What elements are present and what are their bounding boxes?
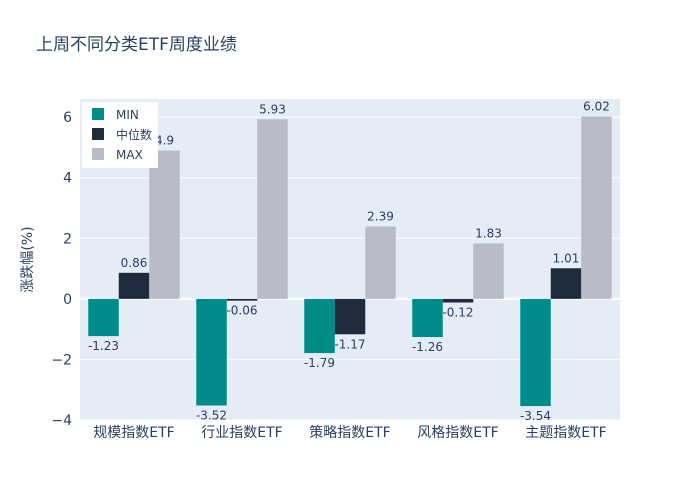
bar[interactable] bbox=[365, 226, 396, 299]
data-label: -3.52 bbox=[196, 408, 227, 422]
bar[interactable] bbox=[520, 298, 551, 407]
bar[interactable] bbox=[257, 119, 288, 299]
data-label: -3.54 bbox=[520, 409, 551, 423]
x-tick-label: 风格指数ETF bbox=[417, 425, 498, 441]
data-label: -1.17 bbox=[334, 337, 365, 351]
x-tick-label: 规模指数ETF bbox=[93, 425, 174, 441]
y-tick-label: −2 bbox=[51, 352, 72, 368]
data-label: 5.93 bbox=[259, 102, 286, 116]
bar[interactable] bbox=[304, 298, 335, 354]
bars bbox=[88, 116, 612, 407]
bar[interactable] bbox=[550, 268, 582, 299]
data-label: 1.01 bbox=[553, 251, 580, 265]
bar[interactable] bbox=[196, 298, 227, 406]
legend[interactable]: MIN 中位数 MAX bbox=[82, 102, 158, 168]
y-tick-label: 6 bbox=[63, 110, 72, 126]
x-tick-label: 策略指数ETF bbox=[309, 424, 390, 441]
bar[interactable] bbox=[334, 298, 366, 335]
y-tick-label: 4 bbox=[63, 171, 72, 187]
data-label: -0.12 bbox=[442, 306, 473, 320]
bar[interactable] bbox=[442, 298, 474, 303]
y-axis-title: 涨跌幅(%) bbox=[20, 226, 36, 292]
bar[interactable] bbox=[473, 243, 504, 299]
legend-swatch[interactable] bbox=[92, 128, 104, 140]
y-tick-label: 2 bbox=[63, 231, 72, 247]
bar[interactable] bbox=[88, 298, 119, 337]
data-label: 6.02 bbox=[583, 100, 610, 114]
data-label: 1.83 bbox=[475, 226, 502, 240]
bar[interactable] bbox=[412, 298, 443, 338]
data-label: -1.23 bbox=[88, 339, 119, 353]
bar[interactable] bbox=[118, 272, 150, 299]
y-axis-ticks: 6 4 2 0 −2 −4 bbox=[51, 110, 72, 429]
bar[interactable] bbox=[581, 116, 612, 299]
y-tick-label: 0 bbox=[63, 292, 72, 308]
legend-swatch[interactable] bbox=[92, 148, 104, 160]
legend-label[interactable]: 中位数 bbox=[116, 127, 152, 142]
data-label: 4.9 bbox=[155, 133, 174, 147]
data-label: 0.86 bbox=[121, 256, 148, 270]
data-label: 2.39 bbox=[367, 209, 394, 223]
x-tick-label: 行业指数ETF bbox=[201, 425, 282, 441]
bar[interactable] bbox=[226, 298, 258, 301]
data-label: -0.06 bbox=[226, 304, 257, 318]
data-label: -1.79 bbox=[304, 356, 335, 370]
bar[interactable] bbox=[149, 150, 180, 299]
x-tick-label: 主题指数ETF bbox=[525, 425, 606, 441]
chart-title: 上周不同分类ETF周度业绩 bbox=[36, 35, 237, 55]
legend-label[interactable]: MIN bbox=[116, 108, 139, 122]
data-label: -1.26 bbox=[412, 340, 443, 354]
x-axis-ticks: 规模指数ETF 行业指数ETF 策略指数ETF 风格指数ETF 主题指数ETF bbox=[93, 424, 606, 441]
y-tick-label: −4 bbox=[51, 413, 72, 429]
legend-swatch[interactable] bbox=[92, 108, 104, 120]
legend-label[interactable]: MAX bbox=[116, 148, 143, 162]
data-labels: -1.23 0.86 4.9 -3.52 -0.06 5.93 -1.79 -1.17 2.39… bbox=[88, 100, 610, 424]
